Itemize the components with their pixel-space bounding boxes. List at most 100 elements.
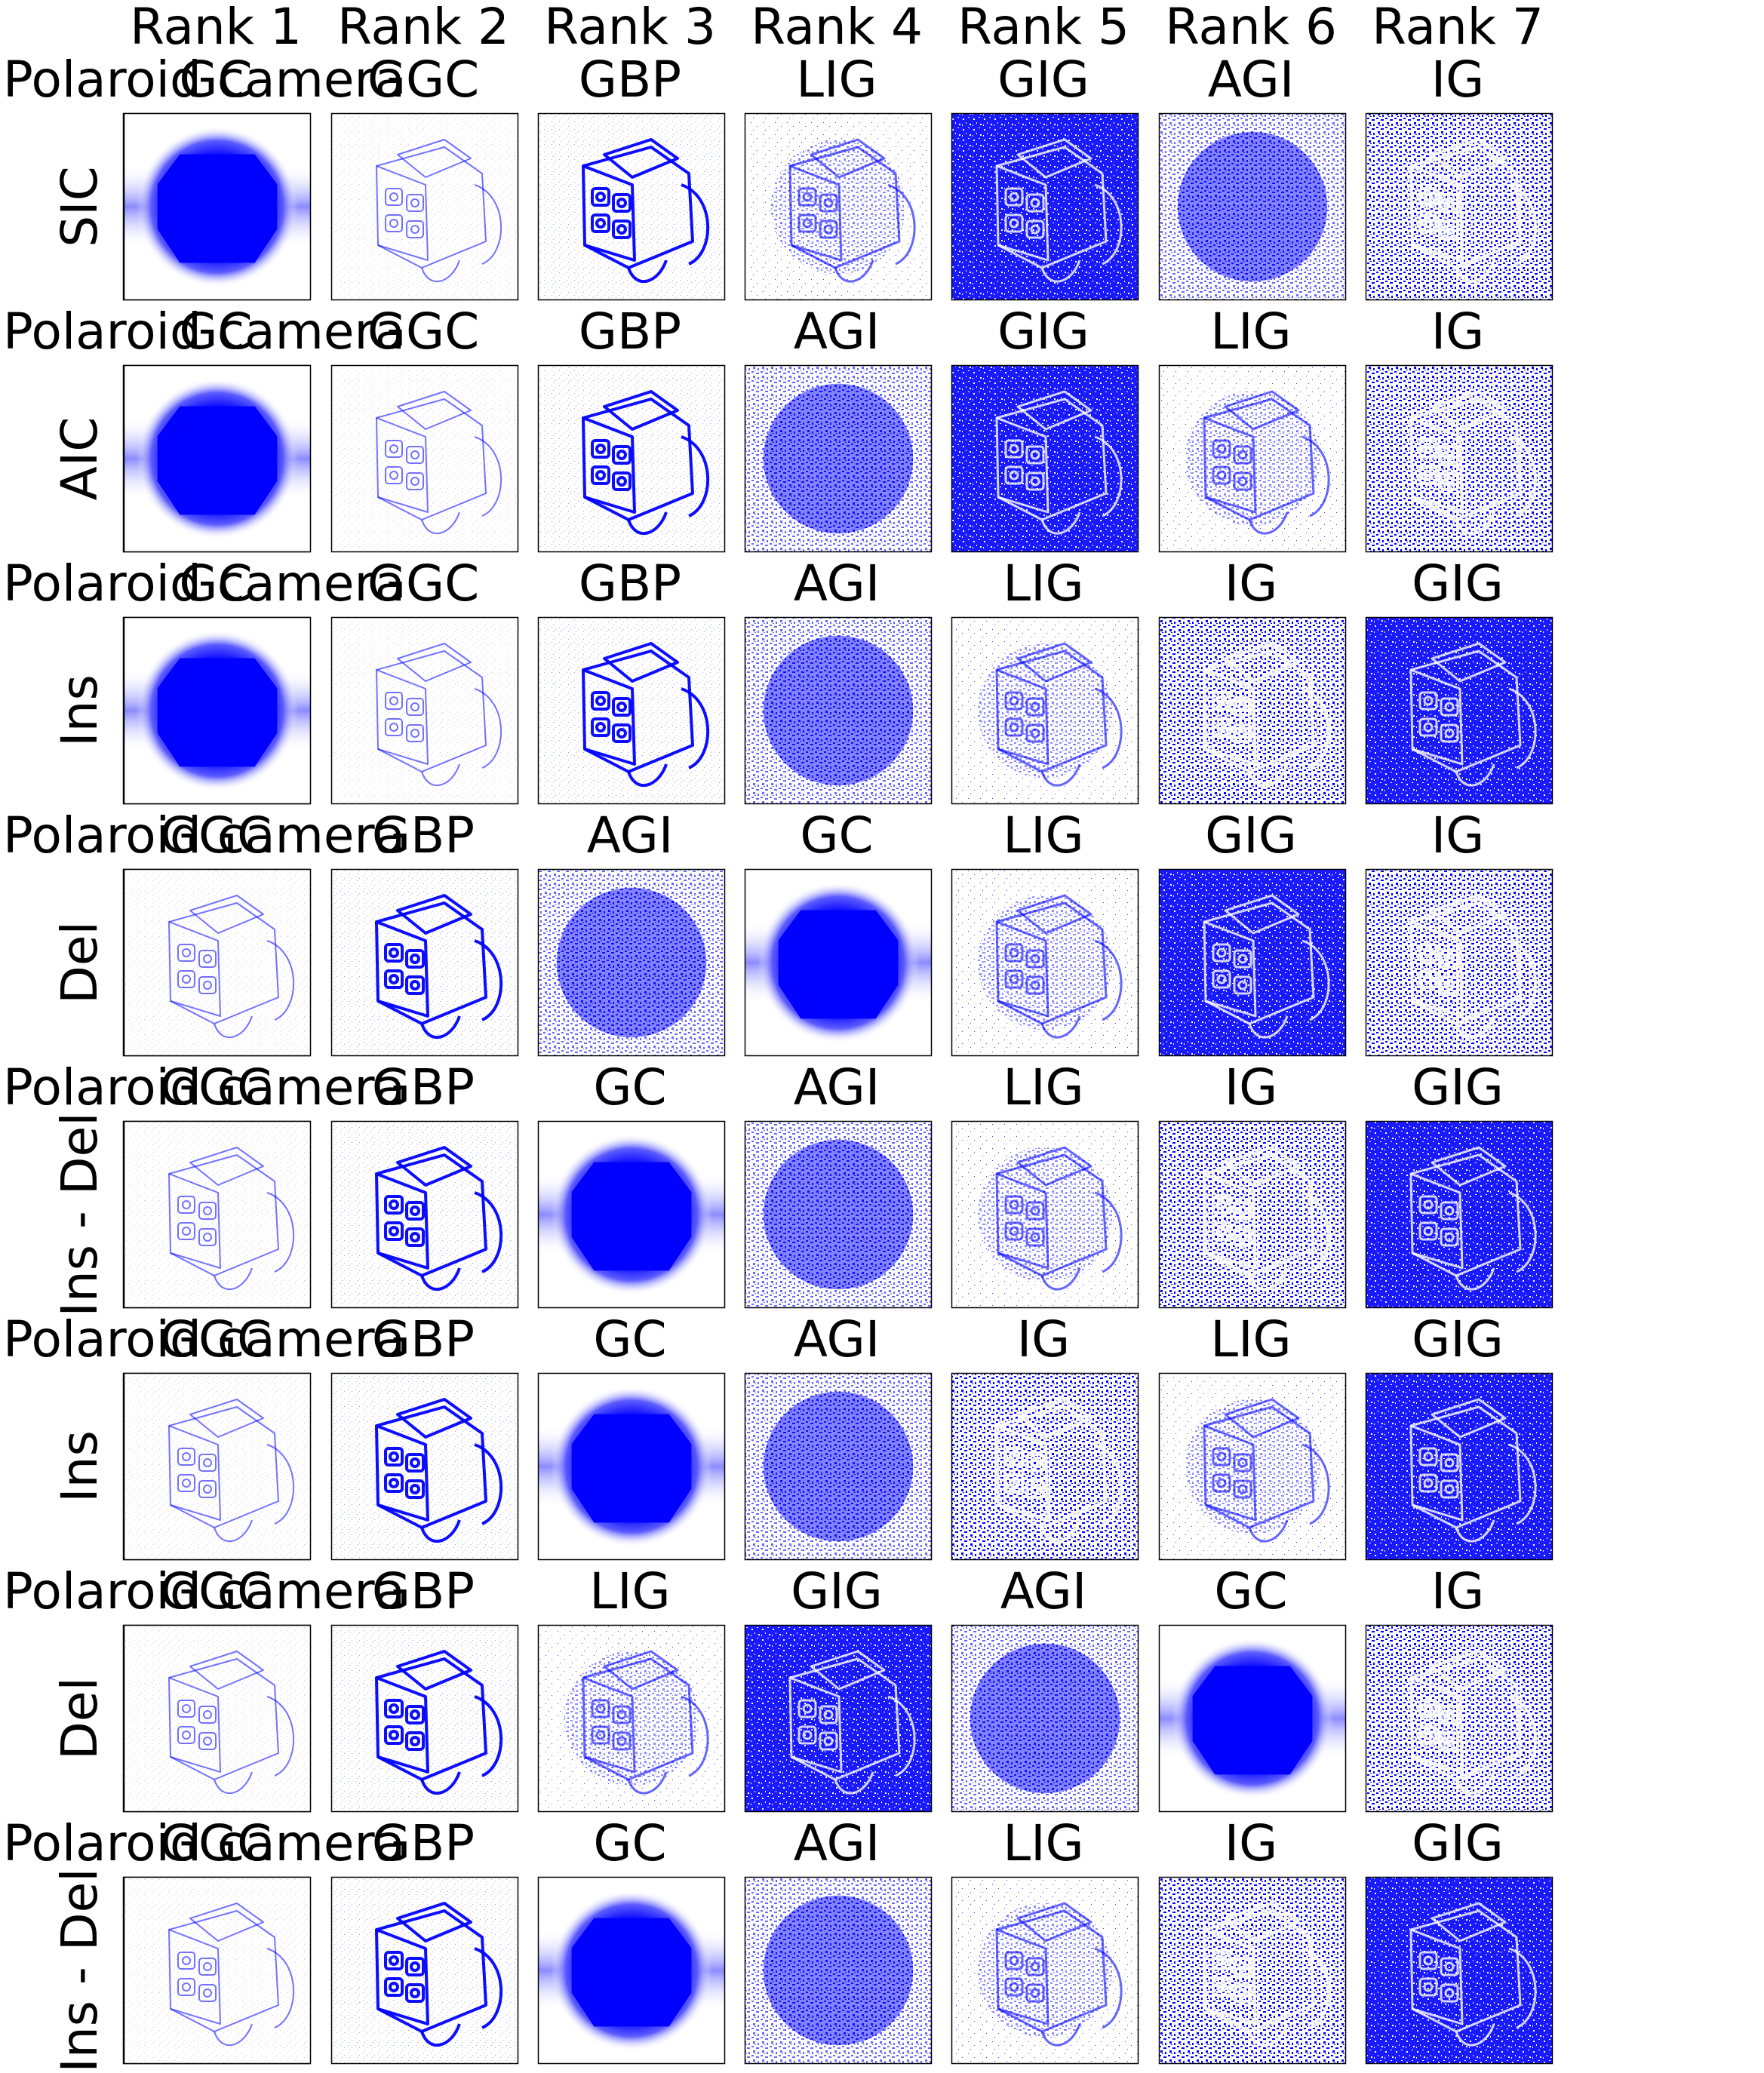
method-title: IG: [1225, 1058, 1278, 1116]
method-title: GIG: [997, 303, 1089, 361]
saliency-map-ggc: [123, 1624, 312, 1813]
saliency-map-ig: [1158, 1120, 1347, 1309]
saliency-map-gig: [744, 1624, 933, 1813]
method-title: AGI: [794, 554, 880, 613]
method-title: GGC: [160, 1562, 272, 1620]
column-header-rank-1: Rank 1: [130, 0, 302, 56]
saliency-map-agi: [744, 1120, 933, 1309]
method-title: LIG: [1003, 1058, 1083, 1116]
method-title: GBP: [372, 1562, 475, 1620]
saliency-map-lig: [1158, 1372, 1347, 1561]
method-title: GBP: [372, 1310, 475, 1368]
method-title: LIG: [1003, 1814, 1083, 1872]
class-label: Polaroid camera: [3, 1562, 405, 1620]
saliency-map-lig: [951, 1876, 1139, 2065]
class-label: Polaroid camera: [3, 51, 405, 109]
saliency-map-gc: [123, 112, 312, 301]
metric-label: Ins - Del: [51, 1868, 109, 2072]
saliency-map-agi: [951, 1624, 1139, 1813]
metric-label: SIC: [51, 166, 109, 247]
saliency-map-gbp: [330, 868, 519, 1057]
saliency-map-gbp: [537, 112, 726, 301]
method-title: LIG: [589, 1562, 670, 1620]
saliency-map-agi: [537, 868, 726, 1057]
saliency-map-gc: [123, 616, 312, 805]
method-title: GGC: [367, 51, 479, 109]
figure-row: GC GGC GBP AGI LIG IG GIG Polaroid camera Ins: [3, 554, 1553, 805]
method-title: IG: [1431, 51, 1485, 109]
saliency-map-gbp: [330, 1624, 519, 1813]
saliency-map-gc: [123, 364, 312, 553]
method-title: AGI: [794, 1058, 880, 1116]
saliency-map-ig: [1158, 616, 1347, 805]
saliency-map-ggc: [123, 868, 312, 1057]
saliency-map-gbp: [330, 1372, 519, 1561]
saliency-map-gc: [537, 1120, 726, 1309]
method-title: AGI: [794, 1310, 880, 1368]
metric-label: Ins - Del: [51, 1112, 109, 1316]
saliency-map-gig: [951, 364, 1139, 553]
saliency-map-lig: [951, 1120, 1139, 1309]
method-title: AGI: [794, 1814, 880, 1872]
method-title: GC: [179, 554, 252, 613]
column-header-rank-4: Rank 4: [751, 0, 923, 56]
saliency-map-agi: [744, 364, 933, 553]
method-title: LIG: [1210, 1310, 1291, 1368]
saliency-map-agi: [744, 1372, 933, 1561]
figure-row: GC GGC GBP LIG GIG AGI IG Polaroid camera SIC: [3, 51, 1553, 301]
saliency-map-lig: [1158, 364, 1347, 553]
saliency-map-ggc: [330, 616, 519, 805]
method-title: GIG: [1412, 1310, 1504, 1368]
metric-label: Del: [51, 921, 109, 1004]
saliency-map-gig: [1365, 1120, 1553, 1309]
saliency-map-ig: [951, 1372, 1139, 1561]
method-title: GC: [179, 303, 252, 361]
saliency-map-gbp: [330, 1876, 519, 2065]
figure-row: GC GGC GBP AGI GIG LIG IG Polaroid camera AIC: [3, 303, 1553, 553]
metric-label: AIC: [51, 417, 109, 501]
method-title: GBP: [372, 1814, 475, 1872]
figure-row: GGC GBP AGI GC LIG GIG IG Polaroid camera Del: [3, 806, 1553, 1057]
method-title: GC: [1214, 1562, 1287, 1620]
saliency-map-gbp: [537, 616, 726, 805]
method-title: AGI: [794, 303, 880, 361]
method-title: GBP: [372, 1058, 475, 1116]
method-title: GC: [179, 51, 252, 109]
saliency-map-gc: [537, 1876, 726, 2065]
method-title: GBP: [372, 806, 475, 865]
method-title: IG: [1225, 1814, 1278, 1872]
saliency-map-gc: [744, 868, 933, 1057]
method-title: GGC: [160, 1058, 272, 1116]
metric-label: Ins: [51, 674, 109, 747]
saliency-map-lig: [951, 868, 1139, 1057]
saliency-map-gig: [1365, 616, 1553, 805]
saliency-map-gc: [537, 1372, 726, 1561]
class-label: Polaroid camera: [3, 554, 405, 613]
method-title: LIG: [1003, 806, 1083, 865]
method-title: IG: [1431, 806, 1485, 865]
class-label: Polaroid camera: [3, 1058, 405, 1116]
method-title: IG: [1431, 1562, 1485, 1620]
method-title: GIG: [1412, 1058, 1504, 1116]
method-title: GIG: [1412, 1814, 1504, 1872]
saliency-map-agi: [744, 616, 933, 805]
saliency-map-gc: [1158, 1624, 1347, 1813]
method-title: GIG: [1205, 806, 1297, 865]
saliency-map-gbp: [330, 1120, 519, 1309]
method-title: GGC: [367, 303, 479, 361]
method-title: LIG: [796, 51, 877, 109]
column-header-rank-3: Rank 3: [544, 0, 716, 56]
figure-row: GGC GBP GC AGI IG LIG GIG Polaroid camera Ins: [3, 1310, 1553, 1561]
method-title: GBP: [579, 51, 681, 109]
saliency-map-ggc: [123, 1876, 312, 2065]
class-label: Polaroid camera: [3, 1814, 405, 1872]
method-title: GGC: [160, 806, 272, 865]
metric-label: Del: [51, 1677, 109, 1760]
method-title: AGI: [1000, 1562, 1087, 1620]
saliency-map-agi: [744, 1876, 933, 2065]
method-title: GBP: [579, 554, 681, 613]
